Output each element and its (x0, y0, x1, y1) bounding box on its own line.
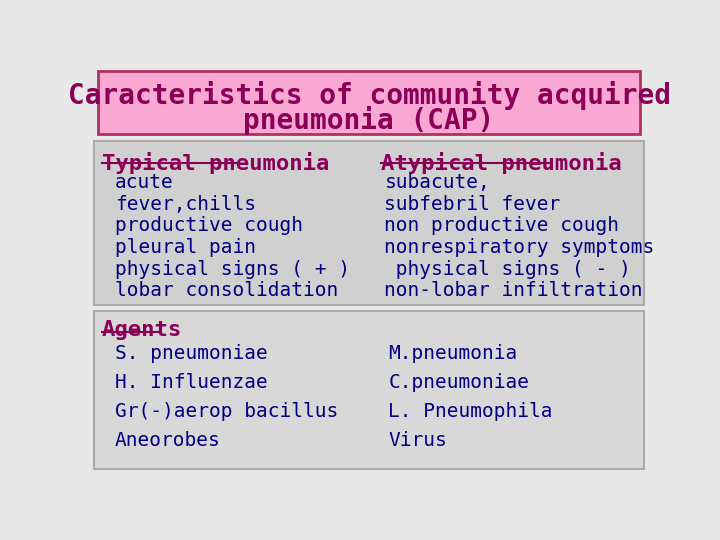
Text: pneumonia (CAP): pneumonia (CAP) (243, 106, 495, 135)
Text: L. Pneumophila: L. Pneumophila (388, 402, 553, 421)
Text: productive cough: productive cough (114, 217, 303, 235)
FancyBboxPatch shape (94, 141, 644, 305)
Text: Aneorobes: Aneorobes (114, 431, 220, 450)
FancyBboxPatch shape (98, 71, 640, 134)
Text: pleural pain: pleural pain (114, 238, 256, 257)
Text: Gr(-)aerop bacillus: Gr(-)aerop bacillus (114, 402, 338, 421)
Text: non productive cough: non productive cough (384, 217, 619, 235)
Text: nonrespiratory symptoms: nonrespiratory symptoms (384, 238, 654, 257)
Text: physical signs ( - ): physical signs ( - ) (384, 260, 631, 279)
Text: lobar consolidation: lobar consolidation (114, 281, 338, 300)
Text: subfebril fever: subfebril fever (384, 195, 561, 214)
Text: subacute,: subacute, (384, 173, 490, 192)
Text: C.pneumoniae: C.pneumoniae (388, 373, 529, 392)
Text: acute: acute (114, 173, 174, 192)
Text: Caracteristics of community acquired: Caracteristics of community acquired (68, 81, 670, 110)
FancyBboxPatch shape (94, 311, 644, 469)
Text: Virus: Virus (388, 431, 447, 450)
Text: non-lobar infiltration: non-lobar infiltration (384, 281, 643, 300)
Text: S. pneumoniae: S. pneumoniae (114, 343, 268, 362)
Text: Typical pneumonia: Typical pneumonia (102, 152, 329, 174)
Text: M.pneumonia: M.pneumonia (388, 343, 518, 362)
Text: Atypical pneumonia: Atypical pneumonia (381, 152, 621, 174)
Text: H. Influenzae: H. Influenzae (114, 373, 268, 392)
Text: fever,chills: fever,chills (114, 195, 256, 214)
Text: Agents: Agents (102, 320, 182, 340)
Text: physical signs ( + ): physical signs ( + ) (114, 260, 350, 279)
